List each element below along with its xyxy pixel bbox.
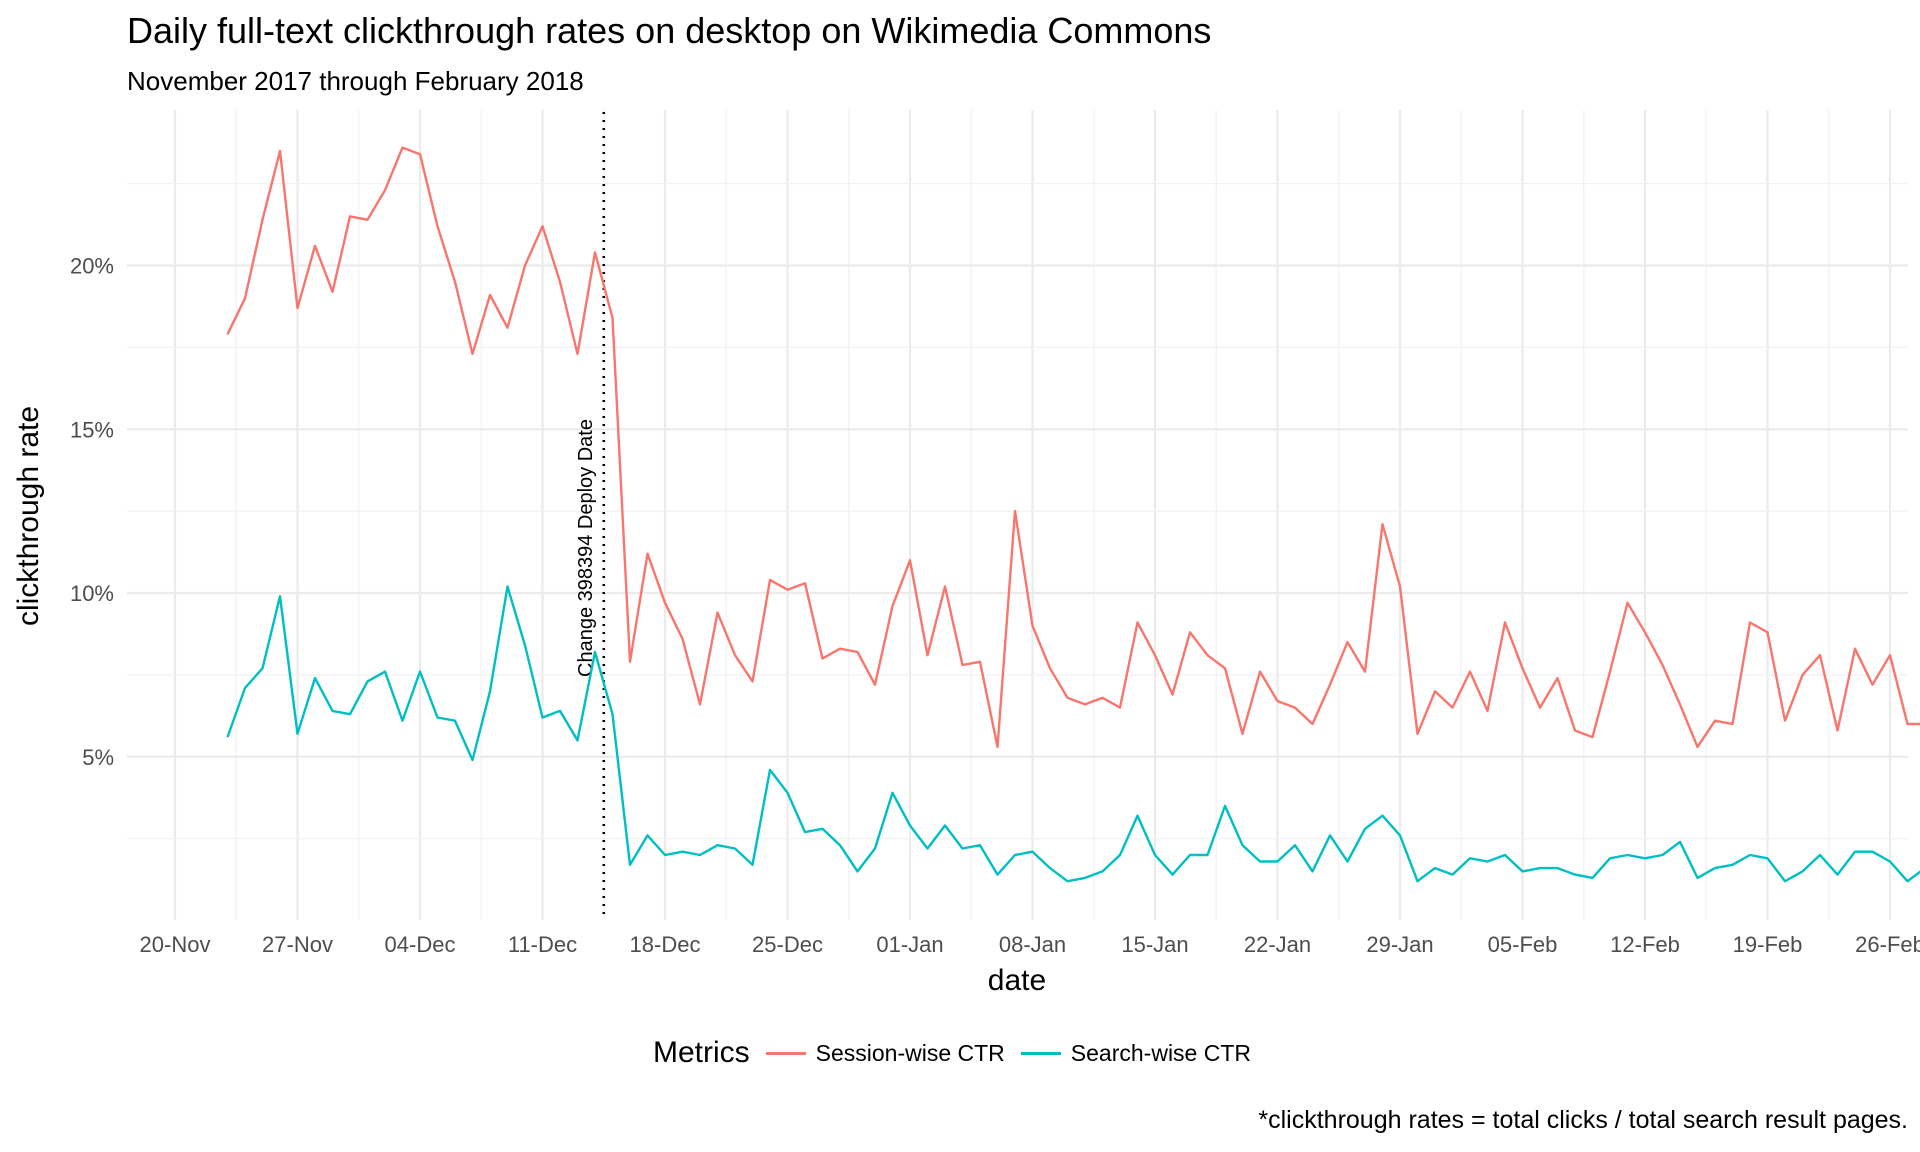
x-tick-label: 01-Jan	[876, 932, 943, 957]
y-tick-label: 20%	[70, 254, 114, 279]
x-tick-label: 29-Jan	[1366, 932, 1433, 957]
x-tick-labels: 20-Nov 27-Nov 04-Dec 11-Dec 18-Dec 25-Dec 01-J…	[140, 932, 1920, 957]
chart-subtitle: November 2017 through February 2018	[127, 66, 584, 96]
x-tick-label: 05-Feb	[1488, 932, 1558, 957]
y-tick-label: 5%	[82, 745, 114, 770]
series-line-search	[226, 585, 1920, 883]
x-tick-label: 27-Nov	[262, 932, 333, 957]
y-tick-labels: 5% 10% 15% 20%	[70, 254, 114, 770]
x-tick-label: 26-Feb	[1855, 932, 1920, 957]
x-tick-label: 12-Feb	[1610, 932, 1680, 957]
legend-swatch-session	[765, 1051, 806, 1055]
x-tick-label: 20-Nov	[140, 932, 211, 957]
legend-item-session: Session-wise CTR	[765, 1039, 1005, 1067]
legend-swatch-search	[1020, 1051, 1061, 1055]
x-tick-label: 15-Jan	[1121, 932, 1188, 957]
x-tick-label: 08-Jan	[999, 932, 1066, 957]
x-tick-label: 11-Dec	[508, 932, 577, 957]
deploy-date-label: Change 398394 Deploy Date	[575, 419, 597, 677]
x-tick-label: 22-Jan	[1244, 932, 1311, 957]
x-tick-label: 18-Dec	[630, 932, 701, 957]
chart-caption: *clickthrough rates = total clicks / tot…	[1258, 1106, 1908, 1134]
series-line-session	[226, 146, 1920, 749]
chart-title: Daily full-text clickthrough rates on de…	[127, 10, 1212, 51]
legend-label-search: Search-wise CTR	[1070, 1039, 1252, 1066]
legend-item-search: Search-wise CTR	[1020, 1039, 1252, 1067]
y-tick-label: 15%	[70, 417, 114, 442]
x-tick-label: 19-Feb	[1733, 932, 1803, 957]
grid-lines	[127, 110, 1908, 920]
x-axis-label: date	[988, 964, 1046, 997]
series-lines	[226, 146, 1920, 883]
y-axis-label: clickthrough rate	[12, 406, 45, 626]
legend-label-session: Session-wise CTR	[815, 1039, 1005, 1066]
y-tick-label: 10%	[70, 581, 114, 606]
legend-title: Metrics	[652, 1036, 750, 1069]
deploy-annotation: Change 398394 Deploy Date	[575, 112, 605, 920]
x-tick-label: 25-Dec	[752, 932, 823, 957]
legend: Metrics Session-wise CTR Search-wise CTR	[0, 1036, 1920, 1070]
x-tick-label: 04-Dec	[385, 932, 456, 957]
